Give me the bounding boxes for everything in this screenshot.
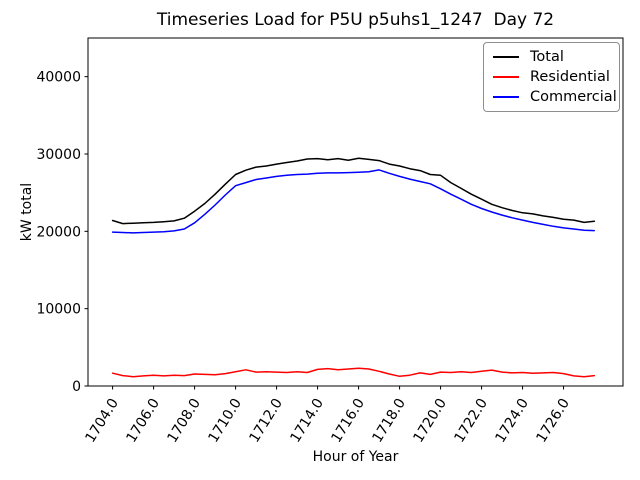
- x-tick-label: 1720.0: [410, 396, 450, 446]
- x-tick-label: 1714.0: [287, 396, 327, 446]
- chart-title: Timeseries Load for P5U p5uhs1_1247 Day …: [156, 10, 555, 30]
- legend-item-total: Total: [493, 50, 615, 65]
- commercial-line-swatch: [493, 96, 519, 98]
- legend-label-residential: Residential: [530, 68, 610, 85]
- legend-label-total: Total: [530, 48, 564, 65]
- x-tick-label: 1710.0: [205, 396, 245, 446]
- legend-item-commercial: Commercial: [493, 88, 617, 105]
- y-tick-label: 20000: [36, 224, 81, 240]
- total-line-swatch: [493, 56, 519, 58]
- x-tick-label: 1706.0: [123, 396, 163, 446]
- axes-frame: [87, 37, 624, 387]
- y-axis-label: kW total: [19, 182, 35, 242]
- total-line: [111, 157, 596, 225]
- x-tick-label: 1724.0: [492, 396, 532, 446]
- x-tick-label: 1718.0: [369, 396, 409, 446]
- legend: Total Residential Commercial: [483, 42, 620, 112]
- residential-line-swatch: [493, 76, 519, 78]
- x-tick-label: 1708.0: [164, 396, 204, 446]
- legend-label-commercial: Commercial: [530, 88, 617, 105]
- x-tick-label: 1722.0: [451, 396, 491, 446]
- x-tick-label: 1726.0: [533, 396, 573, 446]
- residential-line: [111, 367, 596, 378]
- y-tick-label: 30000: [36, 147, 81, 163]
- y-tick-label: 0: [72, 379, 81, 395]
- x-tick-label: 1716.0: [328, 396, 368, 446]
- legend-item-residential: Residential: [493, 70, 615, 85]
- commercial-line: [111, 169, 596, 234]
- y-tick-label: 10000: [36, 302, 81, 318]
- y-tick-label: 40000: [36, 70, 81, 86]
- x-axis-label: Hour of Year: [312, 449, 399, 465]
- x-tick-label: 1712.0: [246, 396, 286, 446]
- x-tick-label: 1704.0: [82, 396, 122, 446]
